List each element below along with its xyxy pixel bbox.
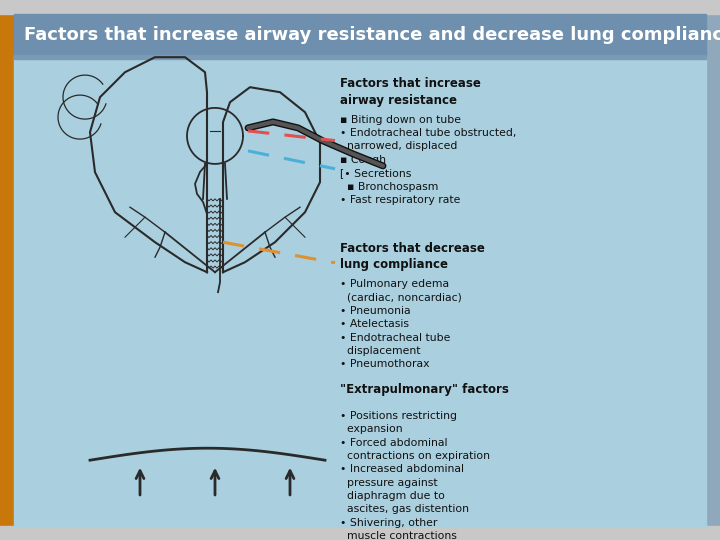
Text: • Pulmonary edema
  (cardiac, noncardiac)
• Pneumonia
• Atelectasis
• Endotrache: • Pulmonary edema (cardiac, noncardiac) …	[340, 279, 462, 369]
Text: Factors that increase airway resistance and decrease lung compliance: Factors that increase airway resistance …	[24, 26, 720, 44]
Bar	[0, 0, 720, 14]
Bar	[0, 0, 14, 540]
Text: • Positions restricting
  expansion
• Forced abdominal
  contractions on expirat: • Positions restricting expansion • Forc…	[340, 411, 490, 540]
Bar	[0, 526, 720, 540]
Text: Factors that increase
airway resistance: Factors that increase airway resistance	[340, 77, 481, 107]
Bar	[14, 14, 706, 56]
Bar	[14, 56, 706, 526]
Text: "Extrapulmonary" factors: "Extrapulmonary" factors	[340, 383, 509, 396]
Bar	[706, 0, 720, 540]
Text: ▪ Biting down on tube
• Endotracheal tube obstructed,
  narrowed, displaced
▪ Co: ▪ Biting down on tube • Endotracheal tub…	[340, 115, 516, 205]
Text: Factors that decrease
lung compliance: Factors that decrease lung compliance	[340, 242, 485, 271]
Bar	[14, 56, 706, 59]
